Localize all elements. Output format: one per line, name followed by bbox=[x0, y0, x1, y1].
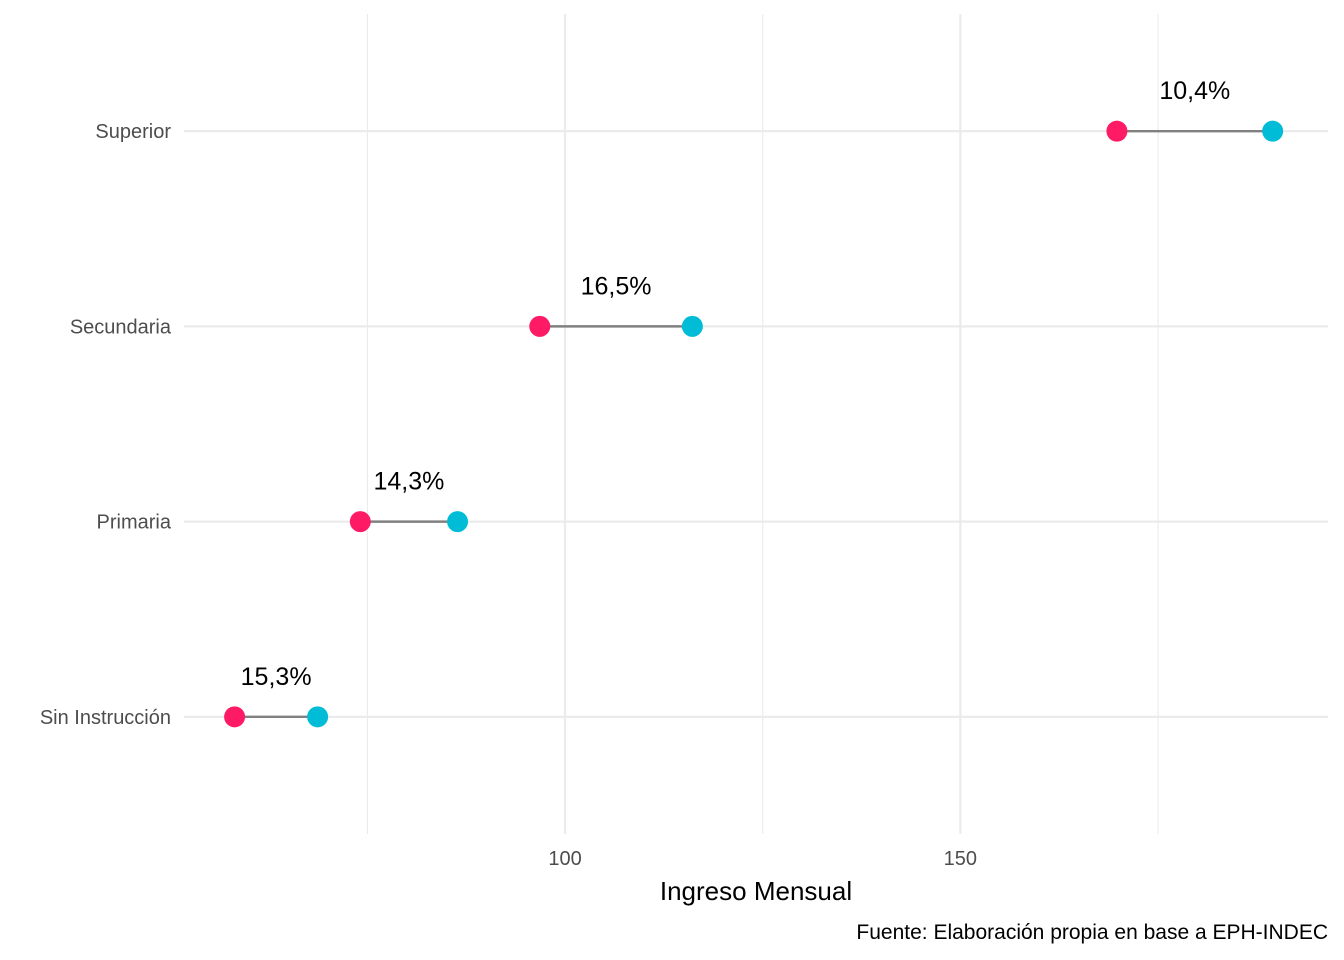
point-series-1 bbox=[224, 706, 246, 728]
segment-layer bbox=[234, 129, 1273, 719]
point-series-1 bbox=[1106, 120, 1128, 142]
data-label: 10,4% bbox=[1159, 77, 1230, 105]
y-tick-label: Primaria bbox=[97, 512, 172, 534]
y-tick-label: Secundaria bbox=[70, 316, 172, 338]
y-tick-label: Sin Instrucción bbox=[40, 707, 171, 729]
point-series-2 bbox=[1262, 120, 1284, 142]
label-layer: 15,3% 14,3% 16,5% 10,4% bbox=[241, 77, 1231, 691]
point-series-2 bbox=[681, 315, 703, 337]
y-tick-label: Superior bbox=[95, 121, 171, 143]
data-label: 16,5% bbox=[581, 272, 652, 300]
point-layer bbox=[224, 120, 1284, 728]
point-series-2 bbox=[447, 511, 469, 533]
chart-caption: Fuente: Elaboración propia en base a EPH… bbox=[856, 921, 1328, 944]
data-label: 14,3% bbox=[373, 468, 444, 496]
tick-layer: 100 150 Sin Instrucción Primaria Secundaria S… bbox=[40, 121, 977, 870]
point-series-1 bbox=[349, 511, 371, 533]
grid-layer bbox=[184, 14, 1328, 834]
x-tick-label: 150 bbox=[944, 848, 977, 870]
x-tick-label: 100 bbox=[548, 848, 581, 870]
x-axis-title: Ingreso Mensual bbox=[660, 876, 852, 906]
data-label: 15,3% bbox=[241, 663, 312, 691]
point-series-1 bbox=[529, 315, 551, 337]
point-series-2 bbox=[307, 706, 329, 728]
